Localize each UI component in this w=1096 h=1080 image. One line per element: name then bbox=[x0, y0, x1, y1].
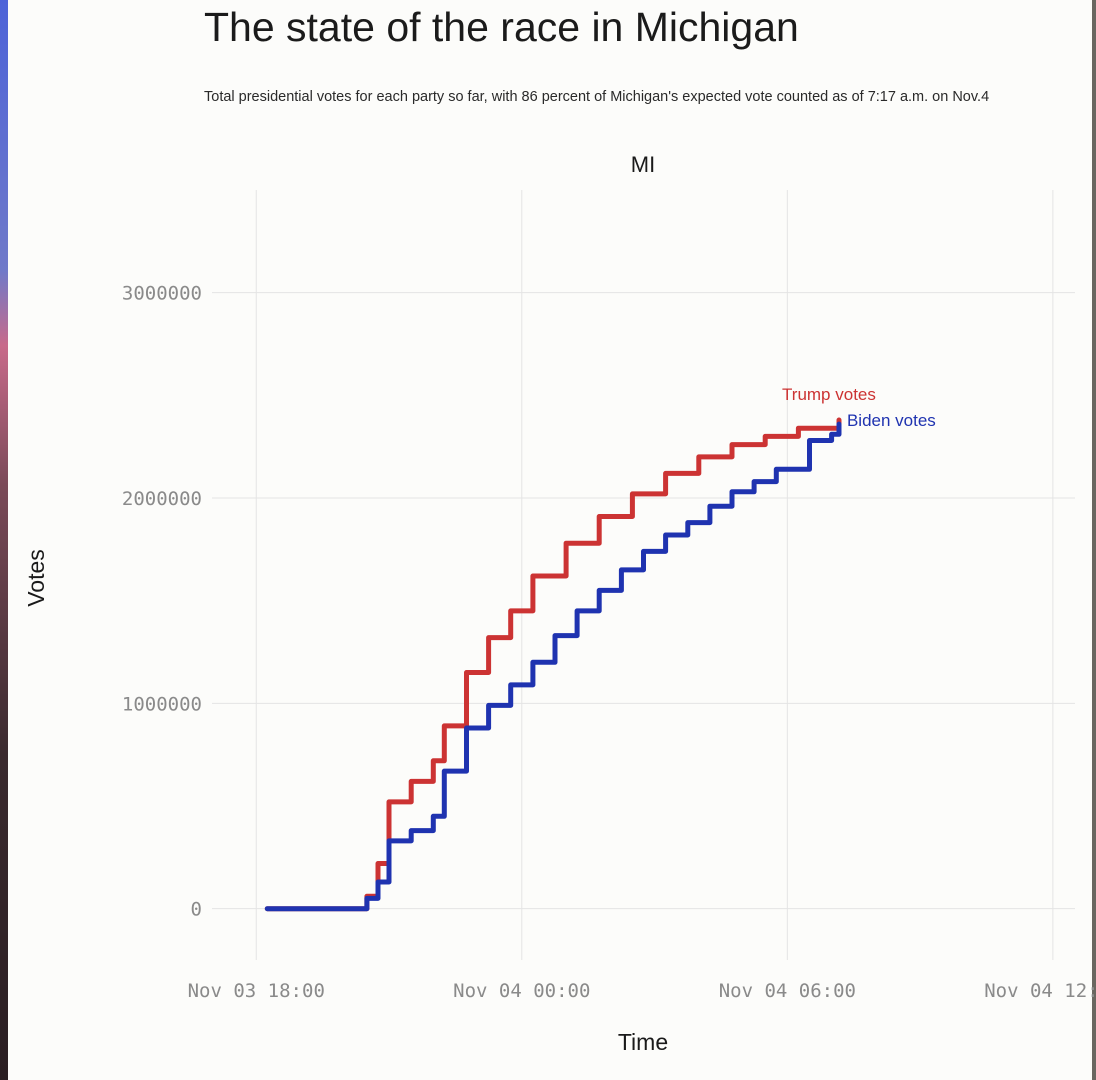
series-lines bbox=[264, 417, 842, 912]
y-tick-label: 2000000 bbox=[122, 488, 202, 510]
chart-frame bbox=[8, 0, 1092, 1080]
y-tick-label: 0 bbox=[191, 899, 202, 921]
x-tick-label: Nov 03 18:00 bbox=[188, 980, 325, 1002]
x-tick-label: Nov 04 00:00 bbox=[453, 980, 590, 1002]
y-tick-label: 3000000 bbox=[122, 283, 202, 305]
y-axis-title: Votes bbox=[23, 549, 49, 607]
trump-series-label: Trump votes bbox=[782, 385, 876, 404]
x-tick-label: Nov 04 12:00 bbox=[984, 980, 1096, 1002]
chart-title: The state of the race in Michigan bbox=[204, 4, 799, 50]
biden-series-label: Biden votes bbox=[847, 411, 936, 430]
x-tick-label: Nov 04 06:00 bbox=[719, 980, 856, 1002]
trump-votes-line bbox=[264, 417, 842, 912]
gridlines bbox=[212, 190, 1075, 960]
tick-labels: 0 1000000 2000000 3000000 Nov 03 18:00 Nov 04… bbox=[122, 283, 1096, 1002]
right-edge-strip bbox=[1092, 0, 1096, 1080]
biden-votes-line bbox=[264, 421, 842, 912]
x-axis-title: Time bbox=[618, 1029, 668, 1055]
panel-title: MI bbox=[631, 152, 655, 177]
left-edge-strip bbox=[0, 0, 8, 1080]
chart-subtitle: Total presidential votes for each party … bbox=[204, 89, 990, 105]
y-tick-label: 1000000 bbox=[122, 693, 202, 715]
